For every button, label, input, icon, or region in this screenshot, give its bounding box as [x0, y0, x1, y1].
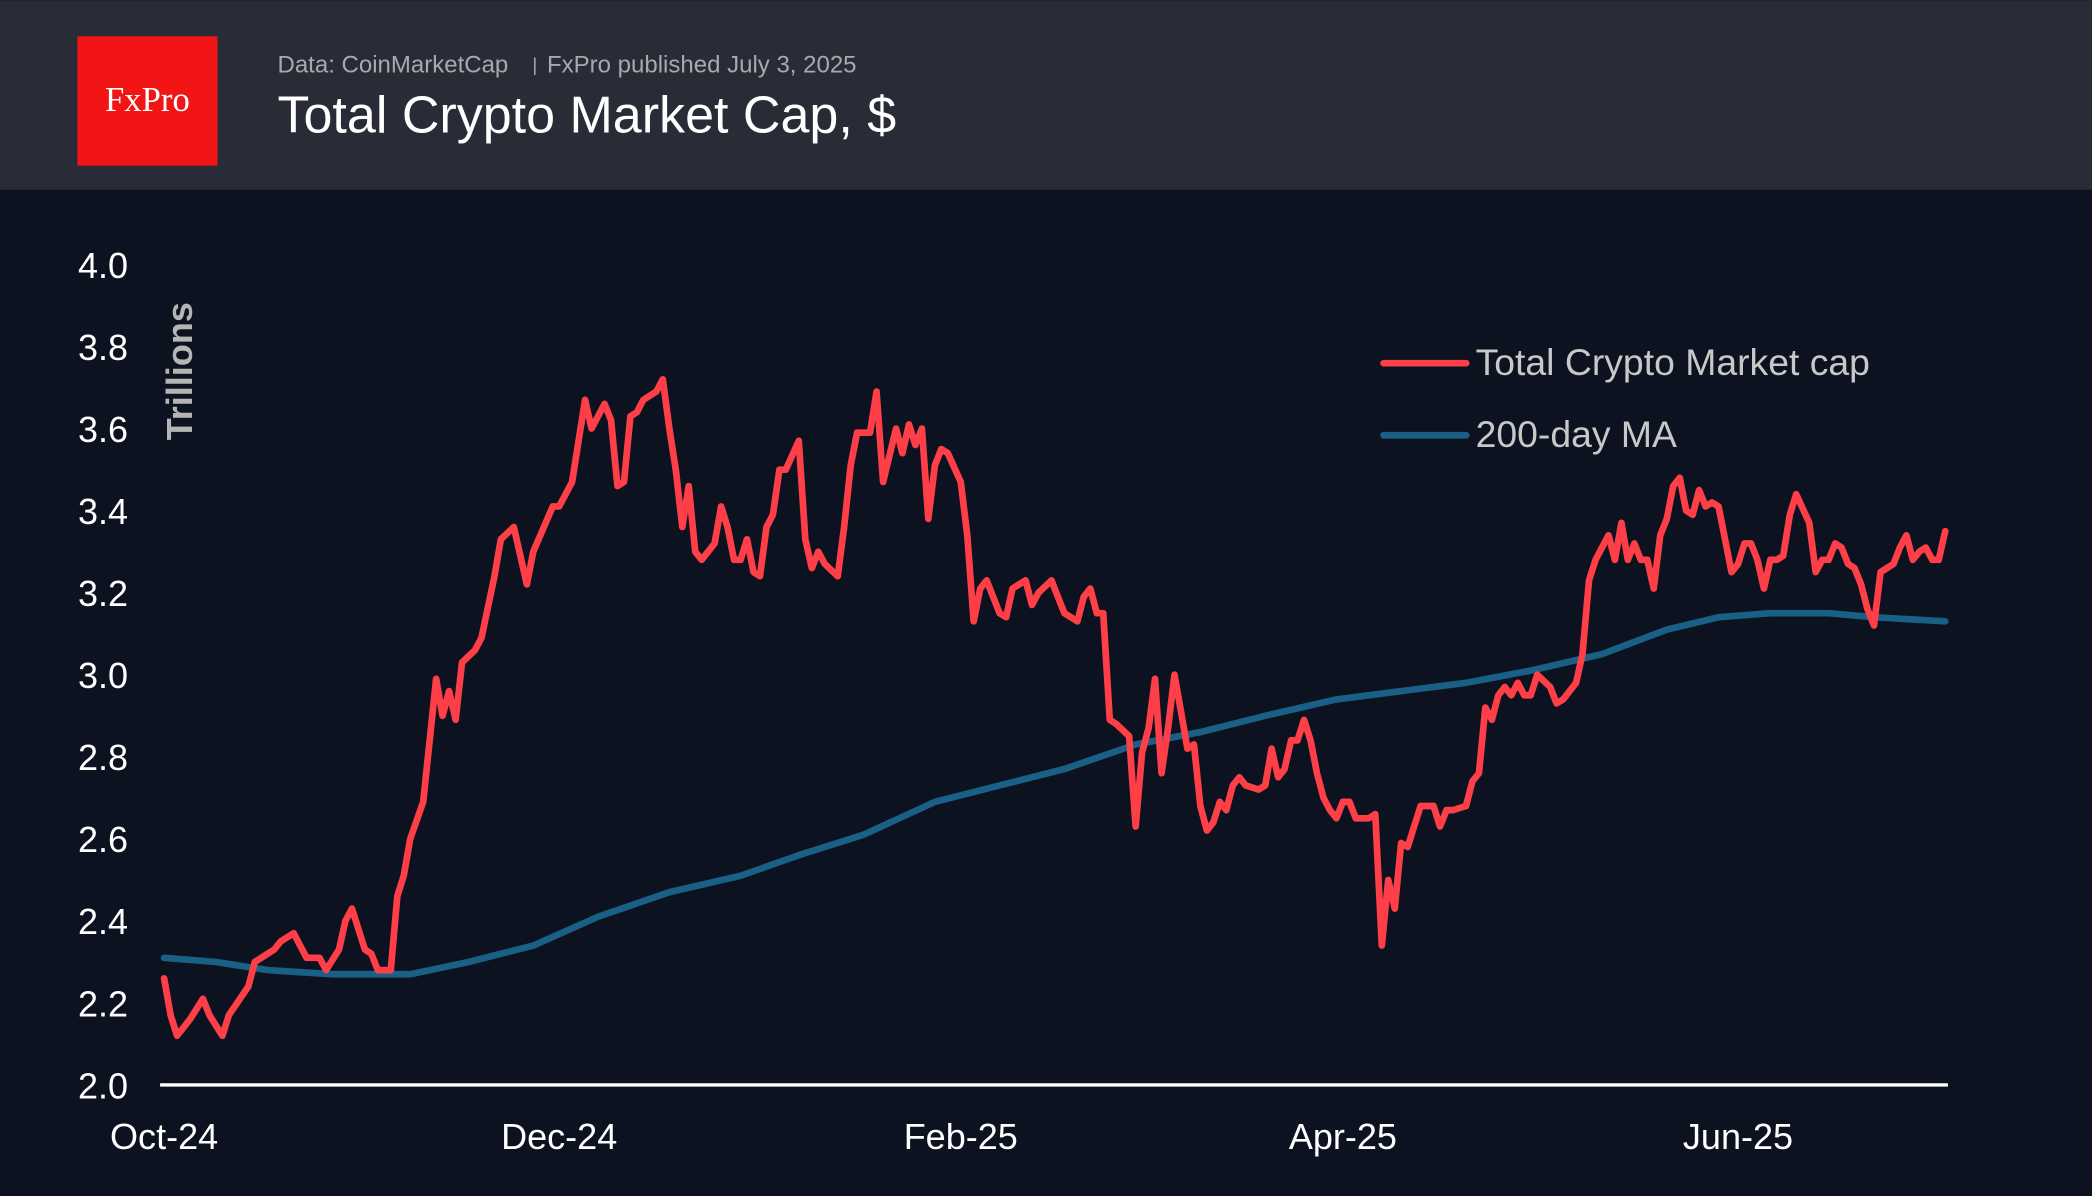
x-axis-ticks: Oct-24 Dec-24 Feb-25 Apr-25 Jun-25 [110, 1116, 1793, 1157]
header-background [0, 0, 2092, 190]
y-axis-label: Trillions [159, 302, 200, 440]
fxpro-logo: FxPro [77, 36, 218, 166]
y-tick-label: 3.4 [78, 491, 128, 532]
series-line-200-day-ma [160, 609, 1949, 978]
y-tick-label: 2.4 [78, 901, 128, 942]
x-tick-label: Apr-25 [1289, 1116, 1397, 1157]
published-text: FxPro published July 3, 2025 [547, 51, 857, 78]
y-tick-label: 2.0 [78, 1065, 128, 1106]
x-tick-label: Feb-25 [904, 1116, 1018, 1157]
y-tick-label: 3.6 [78, 409, 128, 450]
logo-background [77, 36, 218, 166]
y-tick-label: 2.6 [78, 819, 128, 860]
y-tick-label: 3.0 [78, 655, 128, 696]
y-tick-label: 2.2 [78, 983, 128, 1024]
legend-item-ma: 200-day MA [1380, 413, 1677, 455]
source-text: Data: CoinMarketCap [278, 51, 509, 78]
series-line-market-cap [160, 375, 1949, 1040]
legend-item-market-cap: Total Crypto Market cap [1380, 341, 1870, 383]
y-axis-ticks: 2.0 2.2 2.4 2.6 2.8 3.0 3.2 3.4 3.6 3.8 4.0 [78, 245, 128, 1107]
logo-text: FxPro [105, 80, 190, 119]
plot-lines [160, 375, 1949, 1040]
x-tick-label: Dec-24 [501, 1116, 617, 1157]
y-tick-label: 2.8 [78, 737, 128, 778]
source-separator: | [532, 54, 537, 75]
header: FxPro Data: CoinMarketCap | FxPro publis… [0, 0, 2092, 190]
x-tick-label: Oct-24 [110, 1116, 218, 1157]
legend-label-ma: 200-day MA [1476, 413, 1677, 455]
y-tick-label: 3.8 [78, 327, 128, 368]
page-title: Total Crypto Market Cap, $ [278, 86, 897, 144]
legend: Total Crypto Market cap 200-day MA [1380, 341, 1870, 455]
y-tick-label: 3.2 [78, 573, 128, 614]
y-tick-label: 4.0 [78, 245, 128, 286]
x-tick-label: Jun-25 [1683, 1116, 1793, 1157]
legend-label-market-cap: Total Crypto Market cap [1476, 341, 1870, 383]
